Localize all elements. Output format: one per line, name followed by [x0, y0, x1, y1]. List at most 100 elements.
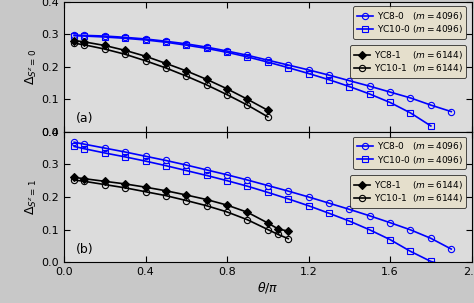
- YC8-0   ($m = 4096$): [346, 79, 352, 82]
- YC10-1  ($m = 6144$): [245, 103, 250, 107]
- Line: YC10-0 ($m = 4096$): YC10-0 ($m = 4096$): [71, 33, 434, 129]
- YC8-0   ($m = 4096$): [285, 189, 291, 193]
- YC8-0   ($m = 4096$): [224, 49, 230, 53]
- YC10-0 ($m = 4096$): [326, 211, 332, 215]
- YC10-1  ($m = 6144$): [143, 190, 148, 194]
- YC10-0 ($m = 4096$): [346, 85, 352, 88]
- YC10-1  ($m = 6144$): [245, 218, 250, 221]
- YC10-1  ($m = 6144$): [102, 47, 108, 51]
- YC10-0 ($m = 4096$): [326, 78, 332, 82]
- YC8-1    ($m = 6144$): [163, 189, 169, 193]
- YC10-1  ($m = 6144$): [204, 83, 210, 87]
- YC8-0   ($m = 4096$): [102, 34, 108, 38]
- YC8-1    ($m = 6144$): [183, 193, 189, 197]
- YC8-0   ($m = 4096$): [306, 195, 311, 199]
- YC10-1  ($m = 6144$): [224, 210, 230, 214]
- YC8-0   ($m = 4096$): [82, 34, 87, 37]
- YC8-0   ($m = 4096$): [408, 228, 413, 232]
- Line: YC8-1    ($m = 6144$): YC8-1 ($m = 6144$): [71, 38, 271, 113]
- YC8-0   ($m = 4096$): [387, 90, 393, 94]
- YC8-0   ($m = 4096$): [448, 110, 454, 113]
- YC10-0 ($m = 4096$): [204, 47, 210, 50]
- YC8-0   ($m = 4096$): [387, 221, 393, 225]
- YC10-1  ($m = 6144$): [122, 52, 128, 56]
- YC8-0   ($m = 4096$): [204, 168, 210, 172]
- YC10-1  ($m = 6144$): [183, 74, 189, 78]
- YC10-1  ($m = 6144$): [102, 183, 108, 186]
- X-axis label: $\theta/\pi$: $\theta/\pi$: [257, 280, 279, 295]
- YC10-1  ($m = 6144$): [143, 59, 148, 63]
- YC8-0   ($m = 4096$): [408, 96, 413, 100]
- YC10-1  ($m = 6144$): [265, 115, 271, 119]
- YC10-0 ($m = 4096$): [448, 265, 454, 269]
- YC10-0 ($m = 4096$): [224, 51, 230, 54]
- YC10-0 ($m = 4096$): [265, 60, 271, 64]
- Line: YC8-1    ($m = 6144$): YC8-1 ($m = 6144$): [71, 174, 292, 234]
- YC10-1  ($m = 6144$): [204, 204, 210, 208]
- YC10-0 ($m = 4096$): [285, 66, 291, 69]
- YC8-0   ($m = 4096$): [143, 155, 148, 158]
- YC8-0   ($m = 4096$): [367, 84, 373, 88]
- YC8-1    ($m = 6144$): [122, 48, 128, 52]
- YC8-1    ($m = 6144$): [265, 108, 271, 112]
- YC10-0 ($m = 4096$): [143, 159, 148, 163]
- YC10-1  ($m = 6144$): [71, 178, 77, 182]
- YC8-1    ($m = 6144$): [245, 211, 250, 214]
- YC10-0 ($m = 4096$): [122, 155, 128, 159]
- Text: (b): (b): [76, 243, 94, 256]
- YC8-1    ($m = 6144$): [82, 40, 87, 44]
- YC8-0   ($m = 4096$): [224, 173, 230, 177]
- YC8-1    ($m = 6144$): [143, 55, 148, 58]
- YC8-0   ($m = 4096$): [245, 53, 250, 57]
- YC10-1  ($m = 6144$): [82, 43, 87, 47]
- YC10-0 ($m = 4096$): [346, 219, 352, 223]
- YC10-0 ($m = 4096$): [265, 191, 271, 194]
- YC10-1  ($m = 6144$): [163, 194, 169, 198]
- YC10-0 ($m = 4096$): [285, 197, 291, 201]
- YC8-0   ($m = 4096$): [326, 73, 332, 77]
- YC10-0 ($m = 4096$): [163, 164, 169, 168]
- YC10-0 ($m = 4096$): [183, 43, 189, 47]
- YC10-1  ($m = 6144$): [163, 66, 169, 70]
- YC10-1  ($m = 6144$): [71, 42, 77, 45]
- Line: YC8-0   ($m = 4096$): YC8-0 ($m = 4096$): [71, 139, 455, 252]
- YC10-0 ($m = 4096$): [367, 92, 373, 96]
- Line: YC10-1  ($m = 6144$): YC10-1 ($m = 6144$): [71, 40, 271, 120]
- Text: (a): (a): [76, 112, 94, 125]
- YC8-1    ($m = 6144$): [82, 177, 87, 181]
- YC8-0   ($m = 4096$): [306, 68, 311, 72]
- YC8-1    ($m = 6144$): [102, 44, 108, 47]
- YC10-0 ($m = 4096$): [428, 124, 434, 128]
- YC8-0   ($m = 4096$): [265, 58, 271, 62]
- Y-axis label: $\Delta_{S^z=0}$: $\Delta_{S^z=0}$: [24, 49, 38, 85]
- YC8-1    ($m = 6144$): [204, 198, 210, 201]
- YC8-0   ($m = 4096$): [71, 33, 77, 37]
- YC10-0 ($m = 4096$): [367, 228, 373, 232]
- YC10-0 ($m = 4096$): [102, 151, 108, 155]
- YC10-1  ($m = 6144$): [82, 179, 87, 183]
- YC10-0 ($m = 4096$): [82, 147, 87, 151]
- YC10-0 ($m = 4096$): [408, 111, 413, 115]
- YC8-0   ($m = 4096$): [183, 42, 189, 46]
- YC8-0   ($m = 4096$): [82, 142, 87, 146]
- YC8-1    ($m = 6144$): [224, 203, 230, 207]
- YC8-1    ($m = 6144$): [163, 62, 169, 65]
- YC8-0   ($m = 4096$): [143, 37, 148, 41]
- YC10-0 ($m = 4096$): [306, 204, 311, 208]
- YC8-0   ($m = 4096$): [163, 39, 169, 43]
- YC10-0 ($m = 4096$): [204, 174, 210, 177]
- YC10-0 ($m = 4096$): [183, 169, 189, 172]
- YC8-0   ($m = 4096$): [102, 146, 108, 150]
- YC8-1    ($m = 6144$): [285, 229, 291, 233]
- YC8-0   ($m = 4096$): [122, 150, 128, 154]
- YC10-0 ($m = 4096$): [71, 34, 77, 38]
- Legend: YC8-1    ($m = 6144$), YC10-1  ($m = 6144$): YC8-1 ($m = 6144$), YC10-1 ($m = 6144$): [350, 175, 466, 208]
- Line: YC10-1  ($m = 6144$): YC10-1 ($m = 6144$): [71, 177, 292, 242]
- YC10-0 ($m = 4096$): [102, 35, 108, 39]
- YC8-1    ($m = 6144$): [245, 98, 250, 101]
- YC8-1    ($m = 6144$): [122, 182, 128, 186]
- YC10-0 ($m = 4096$): [245, 55, 250, 59]
- YC10-0 ($m = 4096$): [428, 260, 434, 263]
- YC10-0 ($m = 4096$): [163, 40, 169, 44]
- Legend: YC8-1    ($m = 6144$), YC10-1  ($m = 6144$): YC8-1 ($m = 6144$), YC10-1 ($m = 6144$): [350, 45, 466, 78]
